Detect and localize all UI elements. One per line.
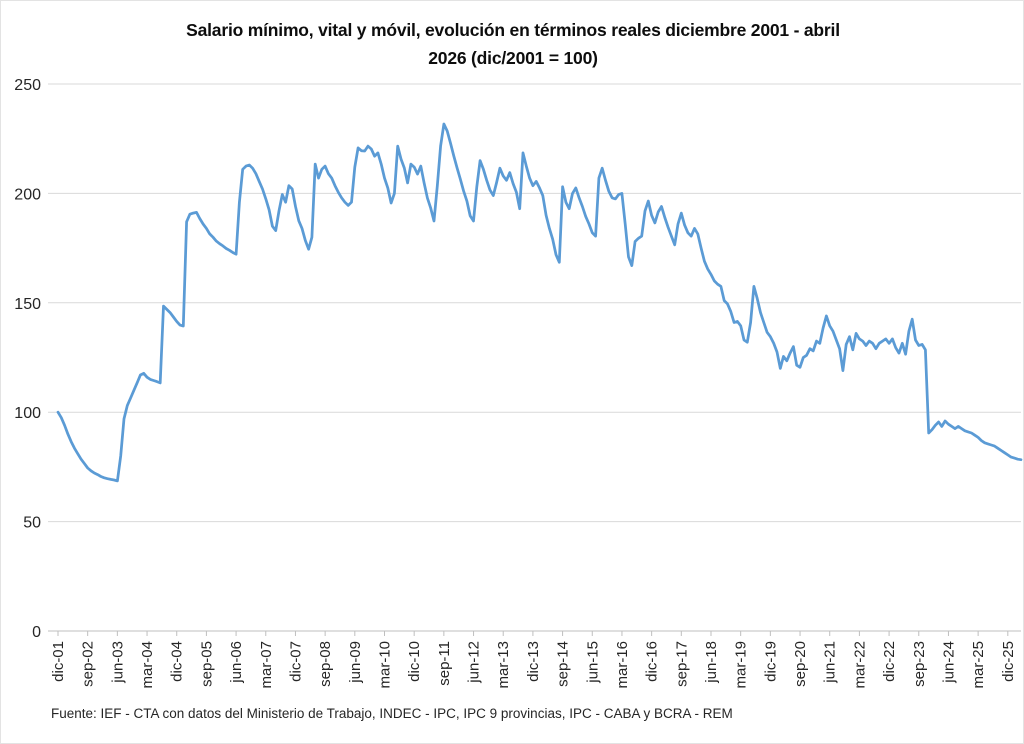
x-tick-label: dic-16 — [644, 641, 661, 682]
y-tick-label: 200 — [14, 186, 41, 203]
x-tick-label: mar-16 — [614, 641, 631, 689]
y-tick-label: 0 — [32, 624, 41, 641]
x-tick-label: sep-17 — [673, 641, 690, 687]
x-tick-label: mar-04 — [139, 641, 156, 689]
x-tick-label: sep-08 — [317, 641, 334, 687]
y-tick-label: 250 — [14, 77, 41, 94]
x-tick-label: jun-18 — [703, 641, 720, 684]
x-tick-label: dic-07 — [287, 641, 304, 682]
x-tick-label: sep-14 — [555, 641, 572, 687]
x-tick-label: mar-25 — [970, 641, 987, 689]
x-tick-label: dic-25 — [1000, 641, 1017, 682]
x-tick-label: dic-01 — [50, 641, 67, 682]
y-tick-label: 50 — [23, 515, 41, 532]
x-tick-label: dic-04 — [169, 641, 186, 682]
y-tick-label: 100 — [14, 405, 41, 422]
x-tick-label: jun-03 — [109, 641, 126, 684]
y-tick-label: 150 — [14, 296, 41, 313]
x-tick-label: mar-22 — [851, 641, 868, 689]
x-tick-label: sep-02 — [80, 641, 97, 687]
x-tick-label: sep-05 — [198, 641, 215, 687]
x-tick-label: sep-11 — [436, 641, 453, 686]
x-tick-label: sep-20 — [792, 641, 809, 687]
x-tick-label: jun-24 — [940, 641, 957, 684]
x-tick-label: dic-22 — [881, 641, 898, 682]
x-tick-label: mar-13 — [495, 641, 512, 689]
chart-title: Salario mínimo, vital y móvil, evolución… — [1, 16, 1023, 72]
source-note: Fuente: IEF - CTA con datos del Minister… — [51, 706, 733, 721]
x-tick-label: jun-12 — [466, 641, 483, 684]
data-line-smvm-real — [56, 122, 1023, 483]
x-tick-label: jun-06 — [228, 641, 245, 684]
x-tick-label: dic-19 — [762, 641, 779, 682]
x-tick-label: jun-15 — [584, 641, 601, 684]
x-tick-label: mar-19 — [733, 641, 750, 689]
x-tick-label: jun-09 — [347, 641, 364, 684]
chart-title-line-1: Salario mínimo, vital y móvil, evolución… — [186, 20, 840, 40]
x-tick-label: dic-10 — [406, 641, 423, 682]
x-tick-label: mar-07 — [258, 641, 275, 689]
x-tick-label: sep-23 — [911, 641, 928, 687]
x-tick-label: jun-21 — [822, 641, 839, 684]
x-tick-label: dic-13 — [525, 641, 542, 682]
chart-title-line-2: 2026 (dic/2001 = 100) — [428, 48, 598, 68]
x-tick-label: mar-10 — [376, 641, 393, 689]
